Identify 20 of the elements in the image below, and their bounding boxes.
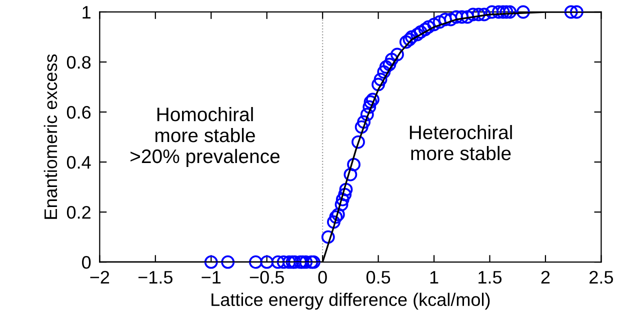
y-tick-label: 0.6 — [66, 106, 91, 119]
y-tick-label: 0 — [82, 256, 91, 269]
y-tick-label: 1 — [82, 6, 90, 19]
x-tick-label: 1.5 — [478, 271, 502, 284]
x-tick-label: −0.5 — [250, 270, 284, 284]
x-tick-label: 0 — [318, 270, 327, 284]
x-tick-label: 1 — [430, 271, 438, 284]
y-tick-label: 0.2 — [66, 206, 90, 219]
x-tick-label: 2 — [541, 270, 550, 284]
x-tick-label: −1 — [202, 271, 221, 284]
y-axis-title: Enantiomeric excess — [44, 54, 58, 219]
y-tick-label: 0.4 — [66, 156, 91, 169]
x-tick-label: −2 — [90, 270, 110, 284]
x-axis-title: Lattice energy difference (kcal/mol) — [212, 292, 490, 310]
x-tick-label: 0.5 — [366, 270, 390, 284]
annotation: Homochiral more stable >20% prevalence — [130, 107, 280, 168]
annotation: Heterochiral more stable — [410, 124, 512, 160]
x-tick-label: −1.5 — [138, 271, 172, 284]
x-tick-label: 2.5 — [590, 270, 613, 284]
y-tick-label: 0.8 — [66, 56, 91, 69]
